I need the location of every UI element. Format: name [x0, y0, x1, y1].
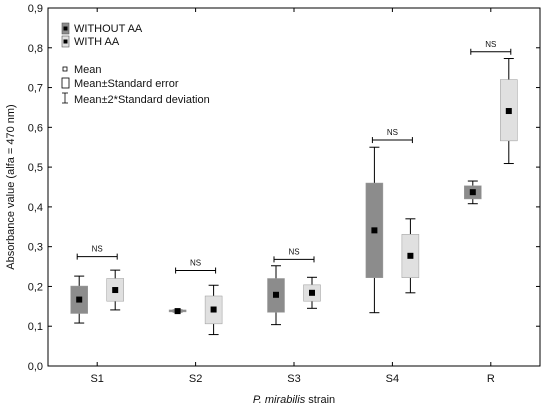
- mean-marker: [76, 296, 83, 303]
- x-tick-label: S1: [90, 373, 103, 385]
- significance-bracket: NS: [273, 247, 315, 263]
- legend-mean-symbol: [62, 66, 68, 72]
- mean-marker: [112, 287, 119, 294]
- mean-marker: [174, 308, 181, 315]
- mean-marker: [505, 108, 512, 115]
- legend-stat-label: Mean: [74, 64, 102, 76]
- y-tick-label: 0,5: [28, 162, 43, 174]
- mean-marker: [309, 289, 315, 296]
- mean-marker: [371, 227, 378, 234]
- legend-stat-label: Mean±2*Standard deviation: [74, 94, 210, 106]
- box-group: [464, 180, 482, 205]
- legend-series-label: WITH AA: [74, 36, 120, 48]
- significance-label: NS: [485, 40, 496, 49]
- y-axis-title: Absorbance value (alfa = 470 nm): [5, 104, 17, 269]
- box-group: [168, 308, 187, 315]
- significance-bracket: NS: [175, 259, 217, 274]
- y-tick-label: 0,3: [28, 242, 43, 254]
- legend-mean-dot: [63, 26, 68, 31]
- box-group: [365, 146, 384, 314]
- legend-se-symbol: [61, 77, 70, 89]
- significance-label: NS: [387, 128, 398, 137]
- x-axis-title-rest: strain: [305, 394, 335, 406]
- legend-stat-item: Mean±2*Standard deviation: [62, 92, 210, 106]
- y-tick-label: 0,9: [28, 3, 43, 15]
- legend-mean-dot: [63, 39, 68, 44]
- legend-series-item: WITHOUT AA: [61, 22, 143, 35]
- y-tick-label: 0,1: [28, 321, 43, 333]
- box-group: [500, 58, 518, 165]
- mean-marker: [273, 291, 279, 298]
- box-group: [70, 275, 88, 324]
- legend-series-item: WITH AA: [61, 35, 120, 48]
- significance-label: NS: [288, 247, 299, 256]
- y-tick-label: 0,7: [28, 83, 43, 95]
- box-group: [267, 265, 285, 326]
- legend-series-label: WITHOUT AA: [74, 23, 143, 35]
- x-axis-title-italic: P. mirabilis: [253, 394, 306, 406]
- box-group: [303, 276, 321, 309]
- mean-marker: [210, 306, 217, 313]
- significance-label: NS: [190, 259, 201, 268]
- y-tick-label: 0,6: [28, 122, 43, 134]
- y-tick-label: 0,4: [28, 202, 43, 214]
- significance-bracket: NS: [470, 40, 512, 55]
- box-group: [106, 269, 124, 311]
- legend-stat-item: Mean: [62, 64, 102, 76]
- significance-label: NS: [92, 245, 103, 254]
- x-tick-label: S4: [386, 373, 399, 385]
- box-group: [401, 218, 420, 294]
- box-group: [204, 284, 223, 336]
- mean-marker: [469, 189, 476, 196]
- x-tick-label: S2: [189, 373, 202, 385]
- x-axis-title: P. mirabilis strain: [253, 394, 335, 406]
- mean-marker: [407, 252, 414, 259]
- significance-bracket: NS: [371, 128, 413, 144]
- x-tick-label: S3: [287, 373, 300, 385]
- legend-stat-label: Mean±Standard error: [74, 78, 179, 90]
- x-tick-label: R: [487, 373, 495, 385]
- y-tick-label: 0,8: [28, 43, 43, 55]
- y-tick-label: 0,2: [28, 281, 43, 293]
- y-tick-label: 0,0: [28, 361, 43, 373]
- legend-stat-item: Mean±Standard error: [61, 77, 179, 90]
- significance-bracket: NS: [76, 245, 118, 260]
